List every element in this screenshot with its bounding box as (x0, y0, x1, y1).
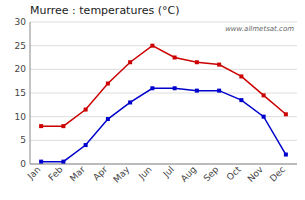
x-tick-label: Jul (161, 164, 176, 179)
y-tick-label: 20 (15, 64, 27, 74)
point (239, 98, 243, 102)
chart-container: 0 5 10 15 20 25 30 JanFebMarAprMayJun JulAugSep O… (0, 0, 305, 200)
grid-line (30, 69, 297, 70)
point (217, 63, 221, 67)
point (39, 160, 43, 164)
chart: 0 5 10 15 20 25 30 JanFebMarAprMayJun JulAugSep O… (0, 0, 305, 200)
x-tick-label: Oct (225, 164, 243, 182)
point (150, 44, 154, 48)
x-tick-label: Mar (68, 164, 87, 183)
x-tick-label: Apr (91, 164, 109, 182)
title: Murree : temperatures (°C) (30, 4, 179, 17)
x-axis: JanFebMarAprMayJun JulAugSep OctNovDec (25, 164, 297, 185)
y-tick-label: 0 (20, 159, 26, 169)
y-tick-label: 5 (20, 135, 26, 145)
watermark: www.allmetsat.com (225, 25, 294, 33)
point (150, 86, 154, 90)
point (84, 143, 88, 147)
point (262, 93, 266, 97)
point (61, 160, 65, 164)
y-tick-label: 25 (15, 41, 26, 51)
point (195, 89, 199, 93)
grid-line (30, 45, 297, 46)
grid-line (30, 93, 297, 94)
y-tick-label: 30 (15, 17, 27, 27)
point (173, 56, 177, 60)
point (84, 108, 88, 112)
point (262, 115, 266, 119)
point (217, 89, 221, 93)
x-tick-label: Aug (179, 164, 199, 184)
point (128, 60, 132, 64)
series-line (41, 88, 286, 161)
grid (30, 22, 297, 164)
grid-line (30, 140, 297, 141)
x-tick-label: Jun (136, 164, 154, 182)
x-tick-label: Feb (46, 164, 65, 183)
point (128, 100, 132, 104)
point (284, 112, 288, 116)
point (61, 124, 65, 128)
x-tick-label: May (111, 164, 132, 185)
plot-area (39, 44, 288, 164)
point (239, 74, 243, 78)
grid-line (30, 116, 297, 117)
point (106, 117, 110, 121)
point (39, 124, 43, 128)
point (173, 86, 177, 90)
point (195, 60, 199, 64)
y-axis: 0 5 10 15 20 25 30 (15, 17, 30, 169)
series-line (41, 46, 286, 126)
y-tick-label: 15 (15, 88, 26, 98)
x-tick-label: Sep (201, 164, 220, 183)
y-tick-label: 10 (15, 112, 27, 122)
x-tick-label: Nov (246, 164, 266, 184)
x-tick-label: Jan (25, 164, 43, 182)
point (284, 153, 288, 157)
x-tick-label: Dec (268, 164, 287, 183)
grid-line (30, 22, 297, 23)
y-axis-line (30, 22, 31, 164)
point (106, 82, 110, 86)
